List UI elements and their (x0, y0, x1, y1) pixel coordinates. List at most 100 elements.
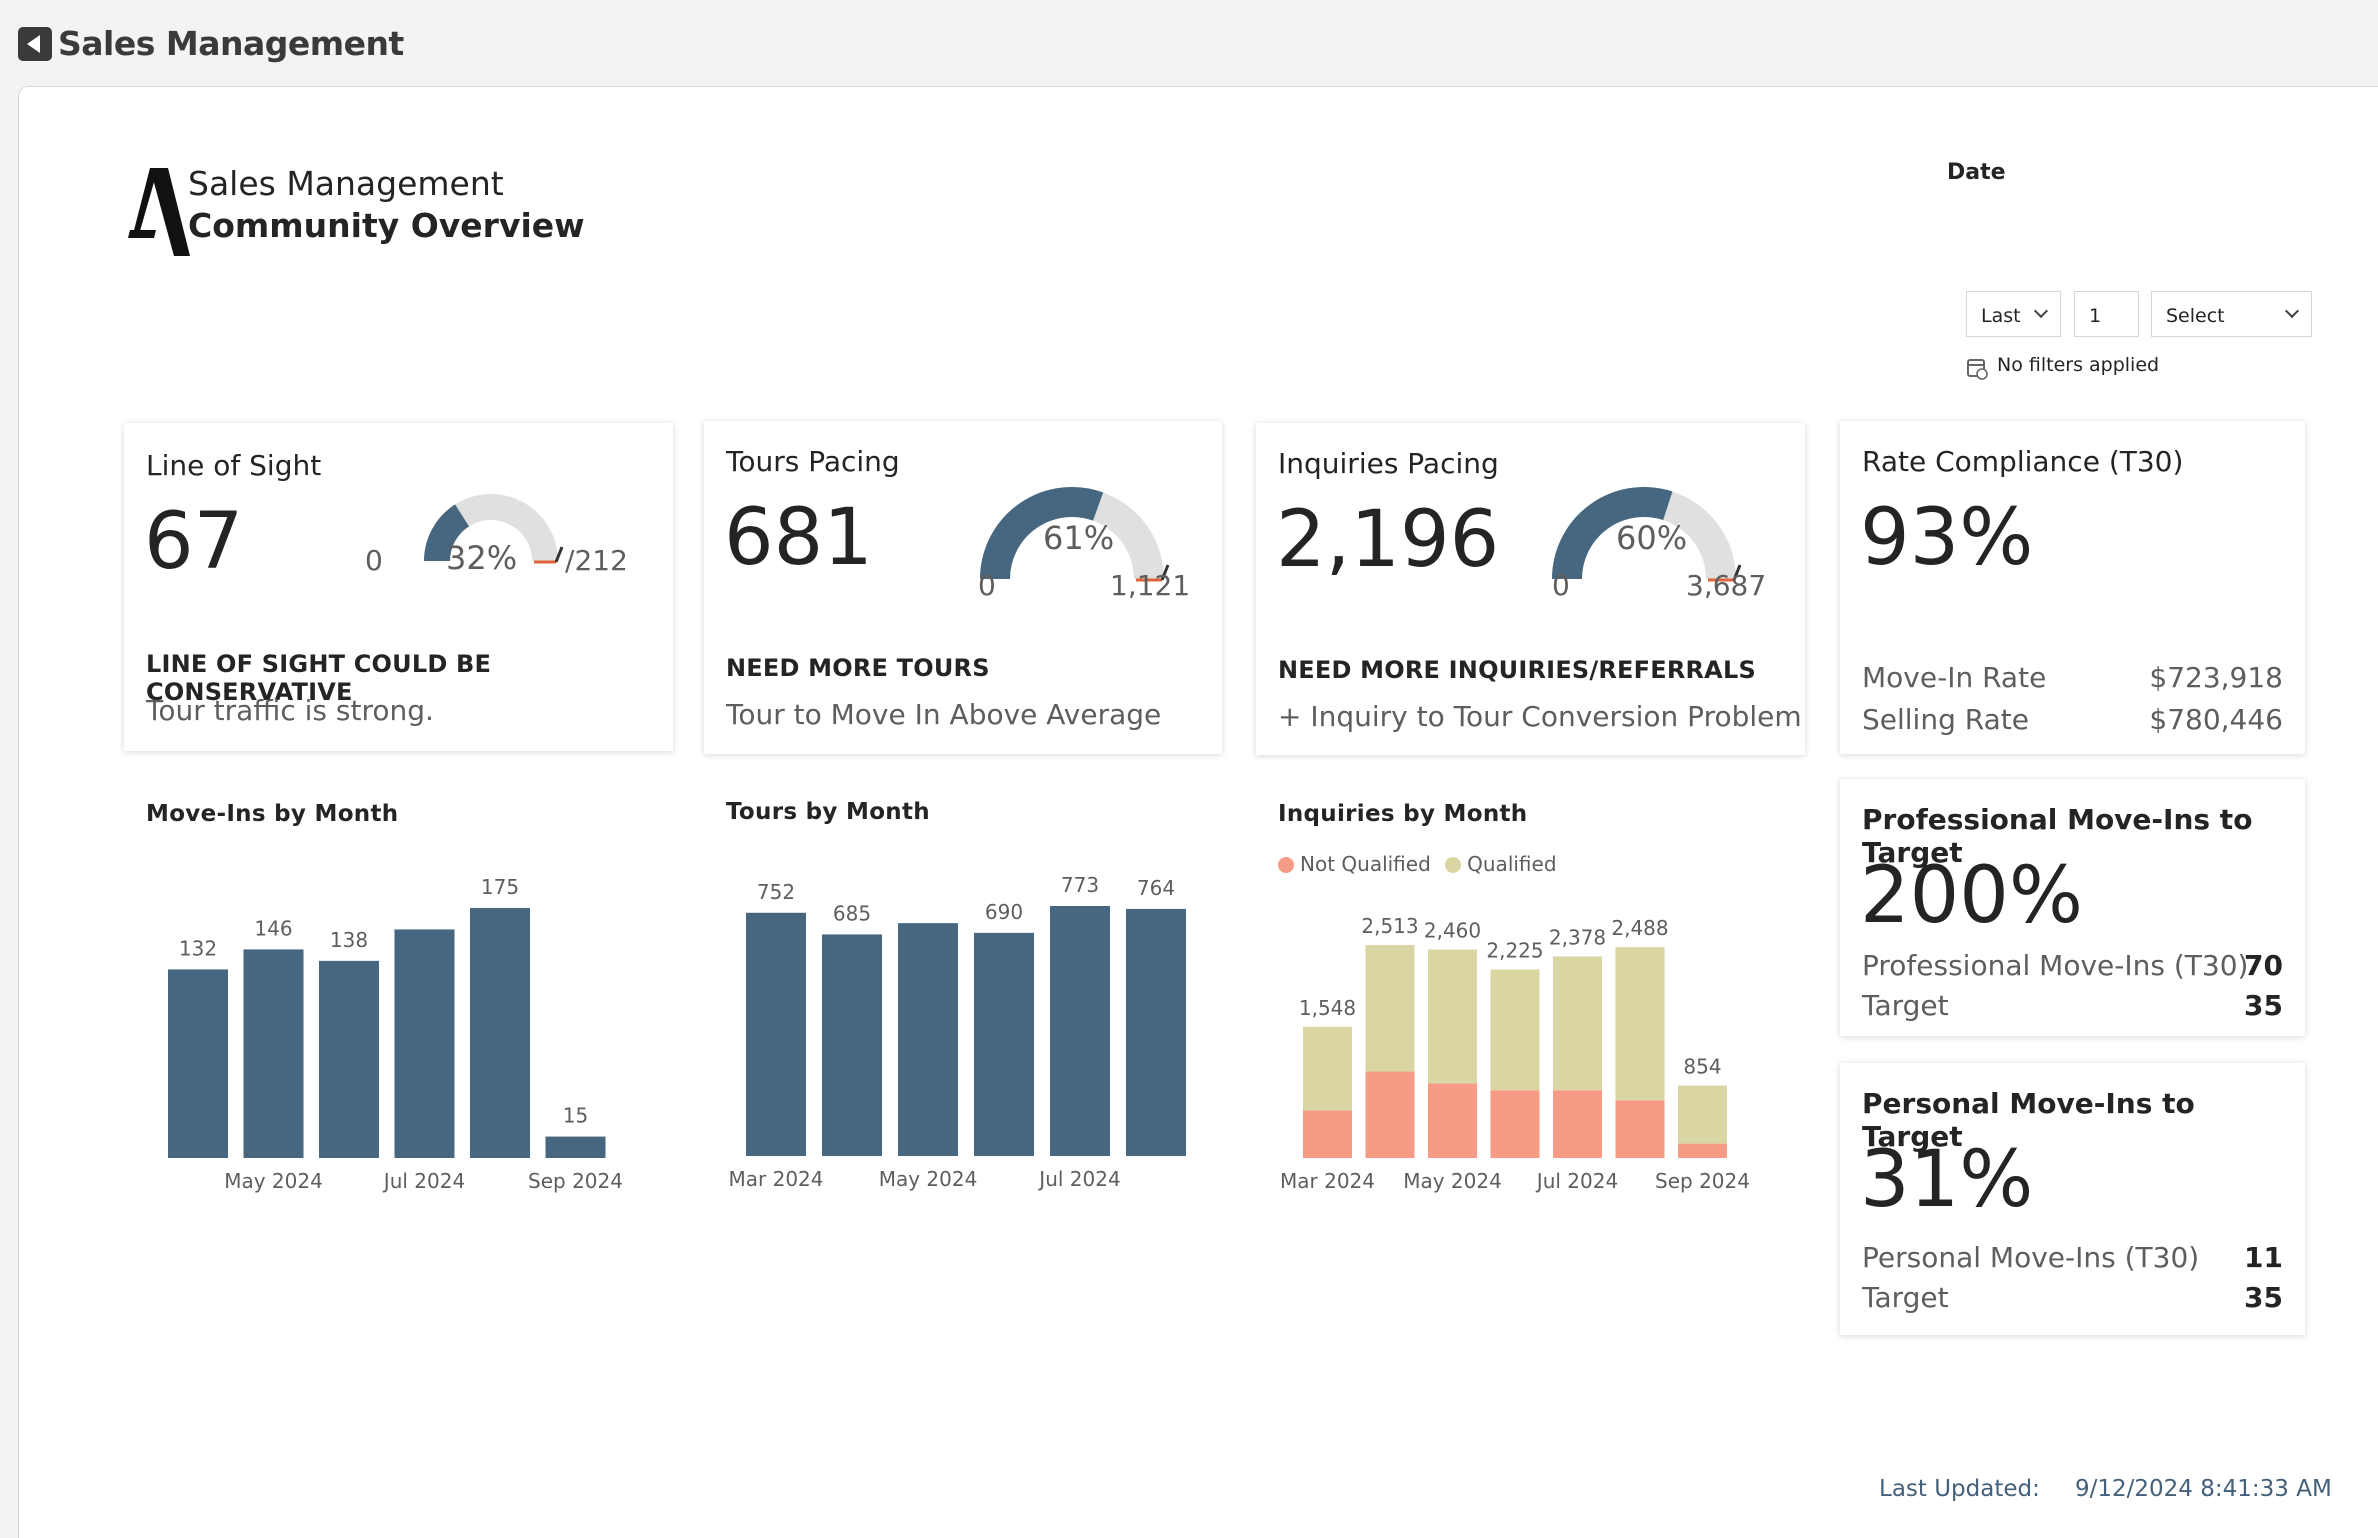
insight-note: Tour to Move In Above Average (726, 698, 1162, 731)
bar-segment[interactable] (1553, 1090, 1602, 1158)
bar-segment[interactable] (1365, 1071, 1415, 1158)
bar-segment[interactable] (1553, 956, 1602, 1091)
line-of-sight-card[interactable]: Line of Sight 67 0 /212 32% LINE OF SIGH… (124, 423, 673, 751)
gauge-chart (980, 487, 1170, 582)
personal-move-ins-card[interactable]: Personal Move-Ins to Target 31% Personal… (1840, 1063, 2305, 1335)
x-tick-label: May 2024 (224, 1169, 323, 1193)
bar[interactable] (319, 960, 379, 1158)
bar-segment[interactable] (1490, 969, 1540, 1091)
insight-note: Tour traffic is strong. (146, 694, 434, 727)
gauge-fill (980, 487, 1104, 580)
bar[interactable] (898, 923, 958, 1156)
bar-segment[interactable] (1428, 949, 1477, 1084)
data-label: 685 (833, 901, 871, 925)
legend-dot-icon (1445, 857, 1462, 873)
x-tick-label: Sep 2024 (528, 1169, 623, 1193)
chart-title: Tours by Month (726, 799, 930, 825)
data-label: 1,548 (1299, 996, 1356, 1020)
bar[interactable] (746, 912, 806, 1156)
kpi-value: 93% (1860, 493, 2034, 583)
data-label: 2,460 (1424, 918, 1481, 942)
chart-title: Move-Ins by Month (146, 801, 399, 827)
gauge-end-tick (1732, 564, 1742, 581)
metric-value: $780,446 (2149, 703, 2283, 736)
inquiries-by-month-chart[interactable]: 1,548 Mar 2024 2,513 2,460 May 2024 2,2252,37… (1278, 890, 1778, 1200)
data-label: 2,378 (1549, 925, 1606, 949)
gauge-min: 0 (365, 544, 383, 577)
metric-label: Personal Move-Ins (T30) (1862, 1241, 2200, 1274)
bar-segment[interactable] (1303, 1110, 1352, 1158)
x-tick-label: May 2024 (879, 1167, 978, 1191)
brand-logo-icon (128, 168, 190, 256)
date-relative-dropdown[interactable]: Last (1966, 291, 2061, 337)
data-label: 752 (757, 880, 795, 904)
last-updated-label: Last Updated: (1879, 1476, 2040, 1502)
bar[interactable] (243, 949, 304, 1158)
kpi-value: 67 (144, 497, 244, 587)
gauge-chart (424, 494, 564, 564)
kpi-value: 681 (724, 493, 873, 583)
data-label: 132 (179, 936, 217, 960)
move-ins-by-month-chart[interactable]: 132 146 May 2024 138 Jul 2024 175 15 Sep 2024 (146, 850, 646, 1200)
last-updated-value: 9/12/2024 8:41:33 AM (2075, 1476, 2332, 1502)
bar-segment[interactable] (1428, 1083, 1477, 1158)
metric-label: Professional Move-Ins (T30) (1862, 949, 2249, 982)
legend-item-qualified[interactable]: Qualified (1445, 852, 1557, 876)
gauge-percent: 32% (446, 539, 518, 577)
bar[interactable] (974, 932, 1034, 1156)
professional-move-ins-card[interactable]: Professional Move-Ins to Target 200% Pro… (1840, 779, 2305, 1036)
insight-headline: LINE OF SIGHT COULD BE CONSERVATIVE (146, 650, 492, 706)
bar[interactable] (822, 934, 882, 1156)
bar[interactable] (545, 1136, 606, 1158)
data-label: 690 (985, 900, 1023, 924)
data-label: 146 (254, 916, 292, 940)
filter-calendar-icon (1967, 359, 1988, 380)
x-tick-label: May 2024 (1403, 1169, 1502, 1193)
gauge-max: /212 (565, 544, 628, 577)
x-tick-label: Jul 2024 (382, 1169, 465, 1193)
legend-item-not-qualified[interactable]: Not Qualified (1278, 852, 1431, 876)
data-label: 2,488 (1611, 916, 1668, 940)
insight-headline: NEED MORE TOURS (726, 654, 990, 682)
tours-pacing-card[interactable]: Tours Pacing 681 0 1,121 61% NEED MORE T… (704, 421, 1222, 754)
filter-status: No filters applied (1997, 354, 2160, 376)
data-label: 15 (563, 1104, 588, 1128)
chart-legend: Not Qualified Qualified (1278, 852, 1557, 876)
bar-segment[interactable] (1615, 1100, 1665, 1158)
gauge-end-tick (1160, 564, 1170, 581)
card-title: Professional Move-Ins to Target (1862, 803, 2253, 869)
bar-segment[interactable] (1365, 945, 1415, 1072)
metric-value: 35 (2244, 1281, 2283, 1314)
kpi-value: 2,196 (1276, 495, 1500, 585)
bar[interactable] (1126, 908, 1186, 1156)
bar[interactable] (470, 908, 530, 1158)
date-relative-value: Last (1981, 305, 2021, 327)
date-unit-dropdown[interactable]: Select (2151, 291, 2312, 337)
gauge-fill (424, 504, 470, 562)
gauge-percent: 61% (1043, 519, 1115, 557)
insight-note: + Inquiry to Tour Conversion Problem (1278, 700, 1802, 733)
bar-segment[interactable] (1615, 947, 1665, 1101)
bar-segment[interactable] (1678, 1085, 1727, 1144)
bar[interactable] (168, 969, 228, 1158)
rate-compliance-card[interactable]: Rate Compliance (T30) 93% Move-In Rate $… (1840, 421, 2305, 754)
insight-headline: NEED MORE INQUIRIES/REFERRALS (1278, 656, 1756, 684)
bar[interactable] (1050, 906, 1110, 1156)
metric-value: 35 (2244, 989, 2283, 1022)
x-tick-label: Mar 2024 (1280, 1169, 1375, 1193)
bar-segment[interactable] (1303, 1026, 1352, 1111)
tours-by-month-chart[interactable]: 752 Mar 2024 685 May 2024 690 773 Jul 2024 764 (726, 850, 1226, 1200)
chevron-down-icon (2033, 303, 2049, 319)
legend-dot-icon (1278, 857, 1294, 873)
bar-segment[interactable] (1678, 1143, 1727, 1158)
date-count-input[interactable]: 1 (2074, 291, 2139, 337)
bar[interactable] (394, 929, 455, 1158)
date-unit-placeholder: Select (2166, 305, 2225, 327)
kpi-value: 31% (1860, 1135, 2034, 1225)
x-tick-label: Sep 2024 (1655, 1169, 1750, 1193)
inquiries-pacing-card[interactable]: Inquiries Pacing 2,196 0 3,687 60% NEED … (1256, 423, 1805, 755)
back-arrow-icon[interactable] (18, 27, 52, 61)
bar-segment[interactable] (1490, 1090, 1540, 1158)
date-filter-label: Date (1947, 160, 2006, 185)
card-title: Inquiries Pacing (1278, 447, 1499, 480)
